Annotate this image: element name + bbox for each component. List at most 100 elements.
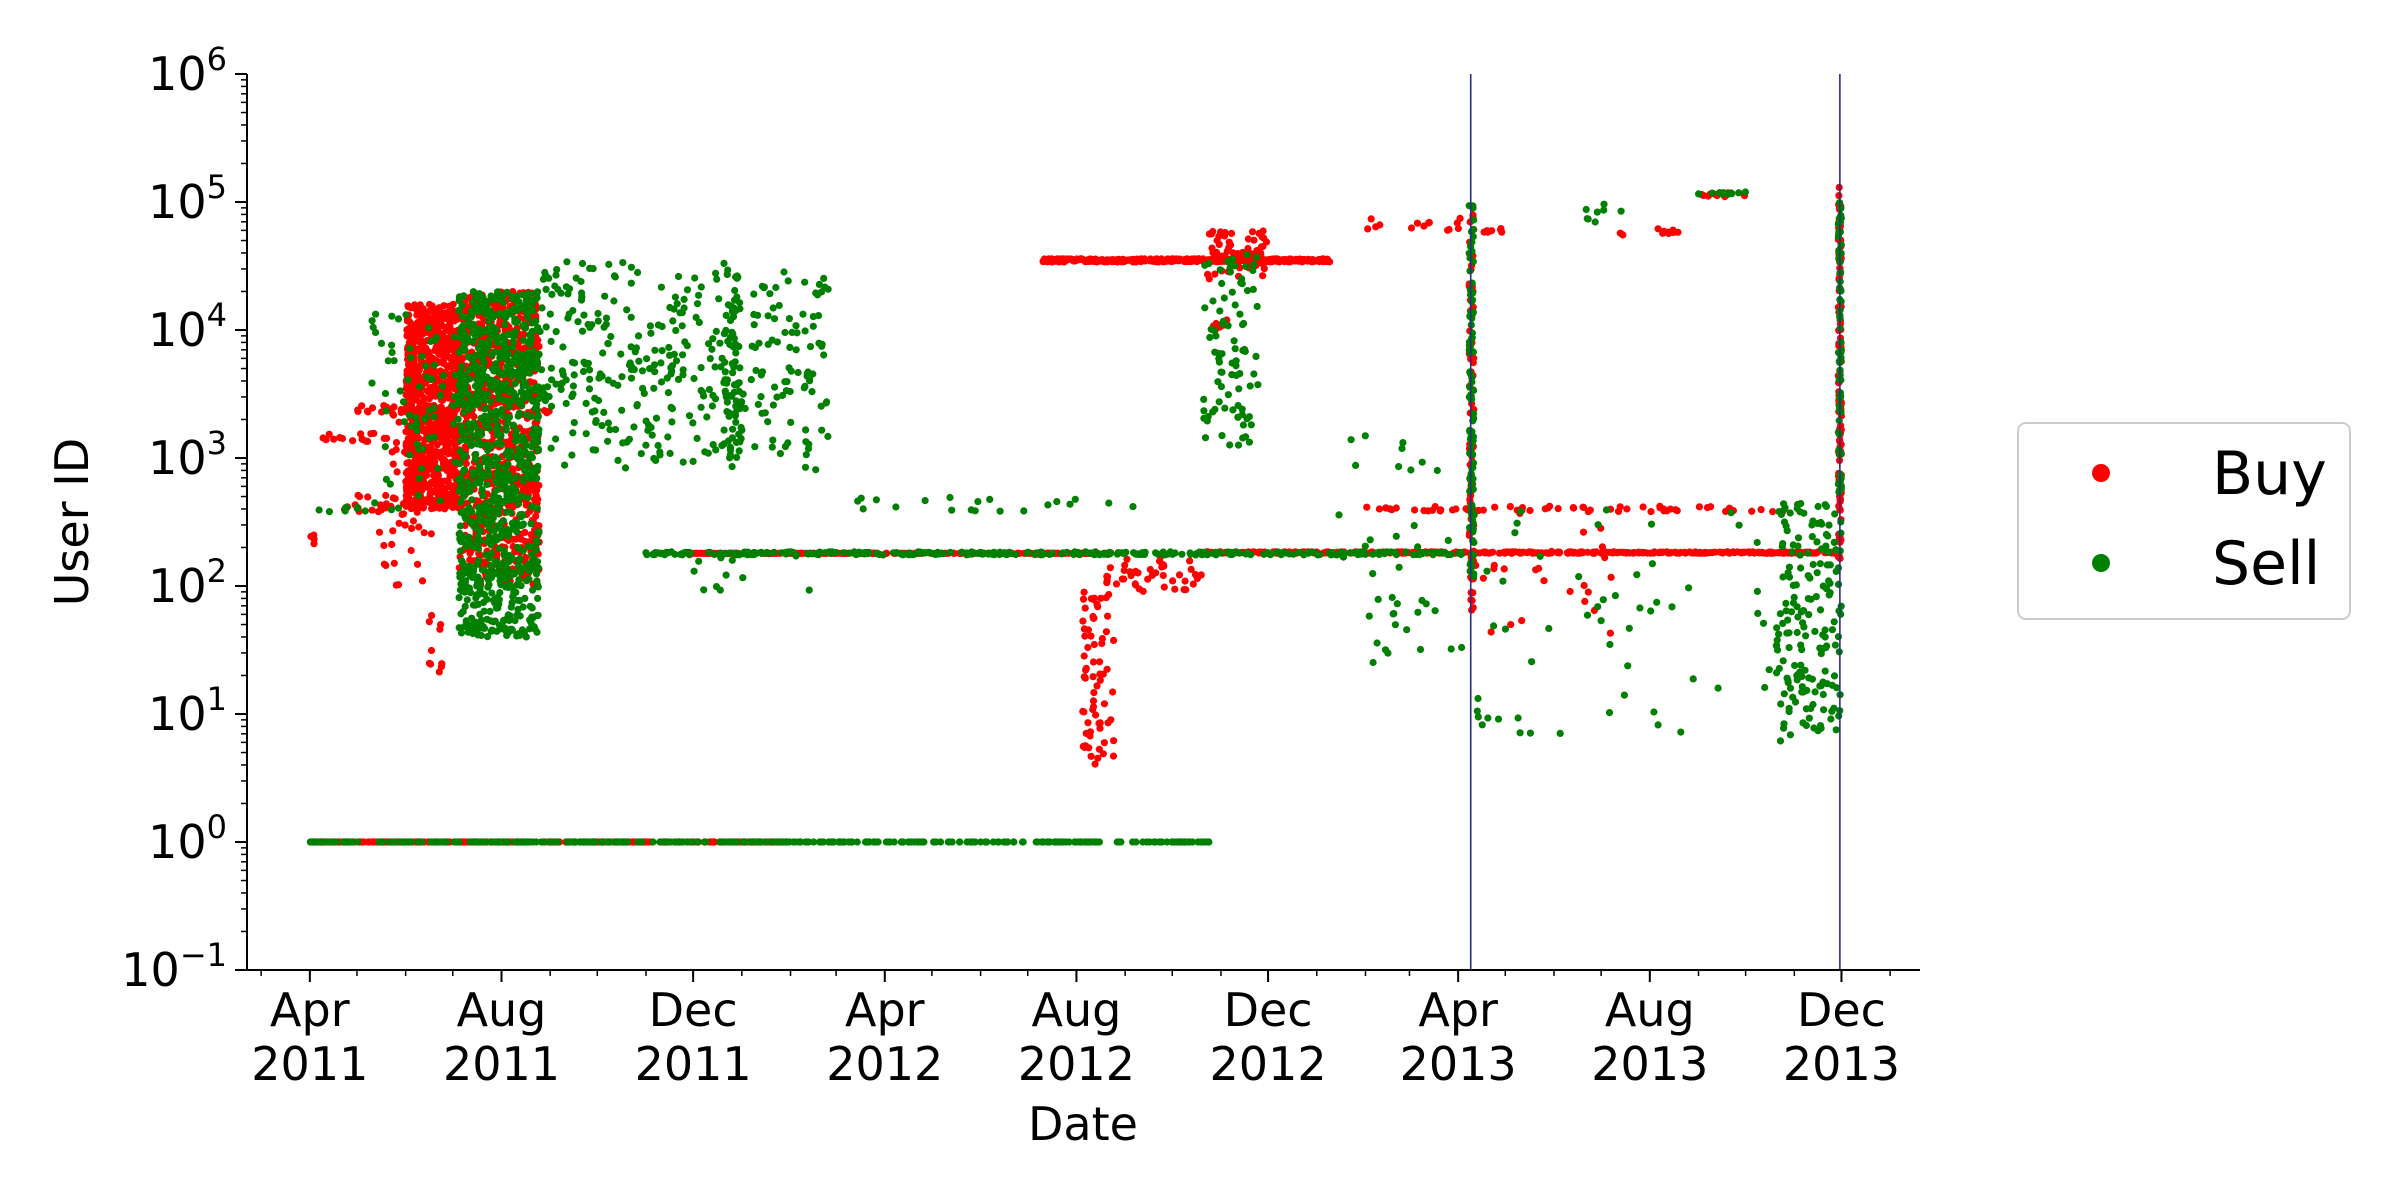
- point: [1100, 739, 1108, 747]
- point: [487, 627, 495, 635]
- point: [403, 487, 411, 495]
- point: [389, 527, 397, 535]
- point: [1104, 719, 1112, 727]
- point: [1096, 676, 1104, 684]
- point: [1722, 507, 1730, 515]
- point: [399, 510, 408, 518]
- point: [535, 342, 543, 350]
- point: [1079, 595, 1088, 603]
- point: [413, 440, 421, 448]
- point: [473, 431, 481, 439]
- point: [394, 315, 403, 323]
- point: [552, 328, 560, 336]
- point: [680, 304, 688, 312]
- point: [820, 274, 828, 282]
- point: [494, 455, 502, 463]
- point: [380, 541, 388, 550]
- point: [446, 319, 454, 327]
- point: [457, 498, 465, 506]
- point: [1586, 506, 1594, 514]
- point: [1089, 705, 1097, 714]
- point: [370, 429, 378, 437]
- point: [754, 311, 762, 319]
- point: [425, 659, 433, 667]
- point: [492, 536, 501, 544]
- point: [547, 337, 555, 345]
- point: [382, 491, 390, 500]
- point: [534, 445, 543, 453]
- point: [605, 260, 613, 268]
- point: [422, 427, 430, 435]
- point: [526, 454, 534, 462]
- point: [585, 385, 594, 393]
- point: [457, 436, 465, 444]
- point: [403, 459, 411, 467]
- point: [422, 401, 430, 409]
- point: [407, 354, 415, 362]
- point: [484, 573, 492, 581]
- point: [561, 461, 569, 469]
- point: [390, 403, 398, 411]
- point: [418, 577, 427, 585]
- point: [515, 576, 523, 584]
- point: [410, 407, 418, 415]
- point: [712, 327, 720, 335]
- point: [502, 344, 510, 352]
- point: [504, 532, 512, 540]
- point: [430, 433, 438, 441]
- point: [493, 426, 501, 434]
- point: [1094, 603, 1102, 611]
- point: [519, 603, 527, 611]
- point: [708, 402, 717, 410]
- point: [503, 631, 511, 640]
- point: [382, 561, 390, 570]
- point: [633, 401, 641, 409]
- point: [446, 308, 454, 316]
- point: [1227, 229, 1236, 237]
- point: [522, 501, 530, 509]
- point: [504, 583, 513, 592]
- point: [1099, 750, 1107, 758]
- point: [1708, 548, 1717, 557]
- point: [634, 332, 643, 340]
- point: [459, 559, 467, 567]
- point: [503, 508, 511, 516]
- point: [482, 441, 490, 449]
- point: [480, 624, 489, 632]
- point: [647, 423, 655, 432]
- point: [463, 596, 471, 604]
- point: [518, 492, 526, 500]
- point: [501, 354, 509, 362]
- point: [766, 290, 774, 298]
- point: [638, 367, 647, 375]
- point: [1212, 248, 1221, 256]
- point: [565, 310, 573, 318]
- point: [817, 402, 825, 410]
- point: [449, 503, 457, 511]
- point: [486, 607, 494, 616]
- point: [465, 391, 473, 399]
- point: [336, 434, 344, 442]
- point: [341, 507, 349, 515]
- point: [495, 544, 503, 553]
- point: [1657, 548, 1665, 556]
- point: [488, 589, 496, 597]
- point: [1157, 255, 1166, 263]
- point: [713, 275, 721, 283]
- point: [465, 366, 474, 374]
- point: [1109, 688, 1117, 696]
- point: [457, 610, 465, 618]
- point: [428, 611, 436, 620]
- point: [459, 490, 467, 498]
- point: [506, 571, 514, 579]
- point: [635, 357, 643, 365]
- point: [371, 499, 379, 507]
- point: [518, 626, 526, 634]
- point: [427, 530, 435, 538]
- point: [1546, 502, 1554, 510]
- point: [462, 459, 470, 468]
- point: [466, 518, 474, 526]
- point: [401, 521, 409, 529]
- point: [1152, 257, 1160, 266]
- point: [432, 368, 440, 376]
